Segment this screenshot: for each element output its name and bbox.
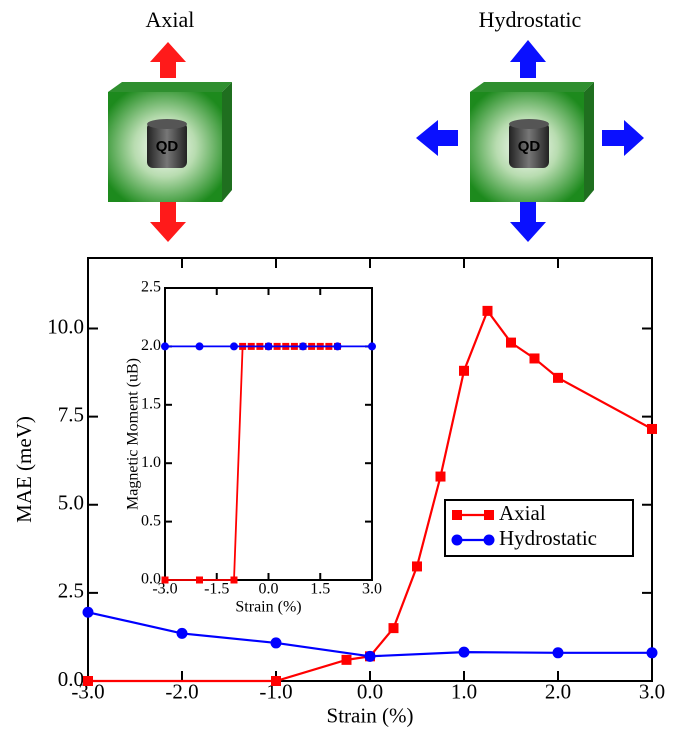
y-tick-label: 1.5 [141, 395, 161, 412]
y-tick-label: 10.0 [47, 314, 84, 338]
plot-area [164, 287, 373, 581]
marker [458, 646, 470, 658]
marker [83, 676, 93, 686]
marker [230, 576, 238, 584]
x-tick-label: 3.0 [639, 679, 665, 703]
legend-marker [484, 510, 494, 520]
y-tick-label: 0.5 [141, 512, 161, 529]
marker [435, 471, 446, 482]
y-tick-label: 0.0 [141, 571, 161, 588]
legend-box [444, 499, 634, 557]
marker [195, 342, 204, 351]
x-tick-label: 2.0 [545, 679, 571, 703]
arrow [510, 202, 546, 242]
marker [364, 650, 376, 662]
marker [264, 342, 273, 351]
x-tick-label: -1.5 [204, 580, 229, 597]
hydrostatic-diagram: Hydrostatic QD [416, 7, 644, 242]
cube-side [584, 82, 594, 202]
marker [412, 561, 422, 572]
cube-top [470, 82, 594, 92]
arrow [416, 120, 458, 156]
axial-diagram: Axial QD [108, 7, 232, 242]
marker [270, 637, 282, 649]
quantum-dot [509, 122, 549, 168]
arrow [150, 202, 186, 242]
x-tick-label: -3.0 [152, 580, 177, 597]
marker [459, 365, 469, 376]
cube-top [108, 82, 232, 92]
marker [482, 305, 493, 316]
marker [506, 337, 516, 348]
marker [647, 423, 657, 434]
arrow [602, 120, 644, 156]
legend-label: Axial [499, 501, 546, 525]
y-tick-label: 2.5 [141, 279, 161, 296]
marker [299, 342, 307, 351]
qd-label: QD [518, 138, 541, 155]
arrow [510, 40, 546, 78]
x-axis-label: Strain (%) [327, 704, 414, 728]
marker [176, 627, 188, 639]
y-tick-label: 2.0 [141, 337, 161, 354]
marker [196, 576, 203, 584]
legend-marker [452, 510, 462, 520]
y-axis-label: MAE (meV) [12, 416, 36, 523]
marker [368, 342, 376, 351]
marker [82, 606, 94, 618]
legend-label: Hydrostatic [499, 526, 597, 550]
quantum-dot-top [509, 119, 549, 129]
qd-label: QD [156, 138, 179, 155]
x-axis-label: Strain (%) [235, 599, 301, 616]
y-tick-label: 7.5 [58, 402, 84, 426]
panel-title: Hydrostatic [479, 7, 582, 32]
marker [553, 372, 563, 383]
legend-marker [483, 534, 495, 546]
legend-marker [451, 534, 463, 546]
x-tick-label: 0.0 [357, 679, 383, 703]
marker [646, 647, 658, 659]
x-tick-label: 1.0 [451, 679, 477, 703]
x-tick-label: 0.0 [259, 580, 279, 597]
cube-side [222, 82, 232, 202]
quantum-dot [147, 122, 187, 168]
x-tick-label: -2.0 [165, 679, 198, 703]
marker [230, 342, 238, 351]
y-axis-label: Magnetic Moment (uB) [125, 358, 142, 510]
arrow [150, 42, 186, 78]
y-tick-label: 2.5 [58, 579, 84, 603]
marker [552, 647, 564, 659]
y-tick-label: 1.0 [141, 454, 161, 471]
panel-title: Axial [146, 7, 195, 32]
marker [161, 576, 169, 584]
y-tick-label: 5.0 [58, 491, 84, 515]
quantum-dot-top [147, 119, 187, 129]
charts: 0.02.55.07.510.0-3.0 -2.0 -1.0 0.0 1.0 2.0 3.0… [12, 257, 665, 728]
marker [388, 623, 399, 634]
marker [529, 353, 540, 364]
x-tick-label: 3.0 [362, 580, 382, 597]
marker [341, 654, 352, 665]
x-tick-label: 1.5 [310, 580, 330, 597]
marker [271, 676, 281, 686]
marker [161, 342, 169, 351]
marker [333, 342, 342, 351]
y-tick-label: 0.0 [58, 667, 84, 691]
